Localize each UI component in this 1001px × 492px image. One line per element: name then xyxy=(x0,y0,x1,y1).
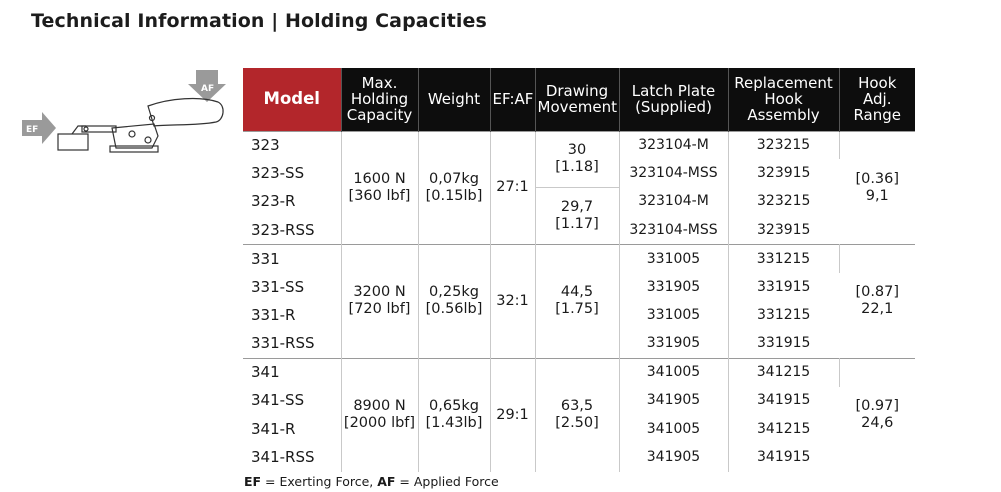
model-cell: 323-R xyxy=(243,187,342,217)
model-cell: 341 xyxy=(243,357,342,387)
latch-plate-cell: 323104-M xyxy=(619,130,729,160)
model-cell: 323 xyxy=(243,130,342,160)
model-cell: 331-RSS xyxy=(243,329,342,359)
clamp-diagram: EF AF xyxy=(22,70,226,153)
latch-plate-cell: 341905 xyxy=(619,443,729,472)
table-row: 323-RSS 323104-MSS 323915 xyxy=(243,216,915,245)
movement-cell: 63,5 [2.50] xyxy=(535,357,620,472)
hook-assembly-cell: 323915 xyxy=(757,165,811,182)
holding-capacity-table: Model Max. Holding Capacity Weight EF:AF D… xyxy=(243,68,915,472)
table-row: 341-R 341005 341215 xyxy=(243,414,915,444)
table-header-row: Model Max. Holding Capacity Weight EF:AF D… xyxy=(243,68,915,131)
weight-cell: 0,65kg [1.43lb] xyxy=(418,357,491,472)
table-row: 331 3200 N [720 lbf] 0,25kg [0.56lb] 32:1 … xyxy=(243,244,915,359)
range-cell: [0.87] 22,1 xyxy=(839,244,915,359)
hook-assembly-cell: 331215 xyxy=(728,244,840,273)
latch-plate-cell: 323104-MSS xyxy=(619,216,729,245)
movement-cell: 30 [1.18] xyxy=(535,130,620,188)
range-cell: [0.97] 24,6 xyxy=(839,357,915,472)
table-row: 341 8900 N [2000 lbf] 0,65kg [1.43lb] 29:1… xyxy=(243,357,915,472)
latch-plate-cell: 331005 xyxy=(619,244,729,273)
header-weight: Weight xyxy=(418,68,491,131)
table-row: 323-SS 323104-MSS 323915 xyxy=(243,159,915,188)
ef-arrow-icon: EF xyxy=(22,112,56,144)
hook-assembly-cell: 331915 xyxy=(757,335,811,352)
clamp-icon xyxy=(57,97,224,153)
header-replacement-hook: Replacement Hook Assembly xyxy=(728,68,840,131)
hook-assembly-cell: 341215 xyxy=(728,357,840,387)
model-cell: 323-RSS xyxy=(243,216,342,245)
header-model: Model xyxy=(243,68,342,131)
af-arrow-label: AF xyxy=(201,84,214,94)
model-cell: 331 xyxy=(243,244,342,273)
table-row: 323-R 29,7 [1.17] 323104-M 323215 xyxy=(243,187,915,245)
latch-plate-cell: 323104-MSS xyxy=(619,159,729,188)
model-cell: 323-SS xyxy=(243,159,342,188)
header-latch-plate: Latch Plate (Supplied) xyxy=(619,68,729,131)
ratio-cell: 32:1 xyxy=(490,244,536,359)
movement-cell: 29,7 [1.17] xyxy=(535,187,620,245)
hook-assembly-cell: 331915 xyxy=(757,278,811,295)
table-row: 331-SS 331905 331915 xyxy=(243,272,915,302)
header-ratio: EF:AF xyxy=(490,68,536,131)
latch-plate-cell: 341005 xyxy=(619,357,729,387)
hook-assembly-cell: 323915 xyxy=(757,221,811,238)
hook-assembly-cell: 331215 xyxy=(757,307,811,324)
model-cell: 341-SS xyxy=(243,386,342,415)
weight-cell: 0,25kg [0.56lb] xyxy=(418,244,491,359)
latch-plate-cell: 323104-M xyxy=(619,187,729,217)
latch-plate-cell: 341005 xyxy=(619,414,729,444)
model-cell: 341-RSS xyxy=(243,443,342,472)
table-row: 331-R 331005 331215 xyxy=(243,301,915,330)
hook-assembly-cell: 323215 xyxy=(757,193,811,210)
capacity-cell: 1600 N [360 lbf] xyxy=(341,130,419,245)
movement-cell: 44,5 [1.75] xyxy=(535,244,620,359)
capacity-cell: 8900 N [2000 lbf] xyxy=(341,357,419,472)
table-row: 331-RSS 331905 331915 xyxy=(243,329,915,359)
page-title: Technical Information | Holding Capaciti… xyxy=(31,10,487,32)
table-row: 341-RSS 341905 341915 xyxy=(243,443,915,472)
ef-arrow-label: EF xyxy=(26,125,38,135)
hook-assembly-cell: 341915 xyxy=(757,448,811,465)
footnote: EF = Exerting Force, AF = Applied Force xyxy=(244,474,499,489)
header-capacity: Max. Holding Capacity xyxy=(341,68,419,131)
header-movement: Drawing Movement xyxy=(535,68,620,131)
range-cell: [0.36] 9,1 xyxy=(839,130,915,245)
model-cell: 331-SS xyxy=(243,272,342,302)
latch-plate-cell: 341905 xyxy=(619,386,729,415)
hook-assembly-cell: 323215 xyxy=(728,130,840,160)
af-arrow-icon: AF xyxy=(188,70,226,102)
hook-assembly-cell: 341915 xyxy=(757,392,811,409)
table-row: 323 1600 N [360 lbf] 0,07kg [0.15lb] 27:1 … xyxy=(243,130,915,245)
latch-plate-cell: 331005 xyxy=(619,301,729,330)
latch-plate-cell: 331905 xyxy=(619,272,729,302)
model-cell: 341-R xyxy=(243,414,342,444)
capacity-cell: 3200 N [720 lbf] xyxy=(341,244,419,359)
ratio-cell: 29:1 xyxy=(490,357,536,472)
header-hook-range: Hook Adj. Range xyxy=(839,68,915,131)
weight-cell: 0,07kg [0.15lb] xyxy=(418,130,491,245)
model-cell: 331-R xyxy=(243,301,342,330)
ratio-cell: 27:1 xyxy=(490,130,536,245)
latch-plate-cell: 331905 xyxy=(619,329,729,359)
table-row: 341-SS 341905 341915 xyxy=(243,386,915,415)
hook-assembly-cell: 341215 xyxy=(757,420,811,437)
